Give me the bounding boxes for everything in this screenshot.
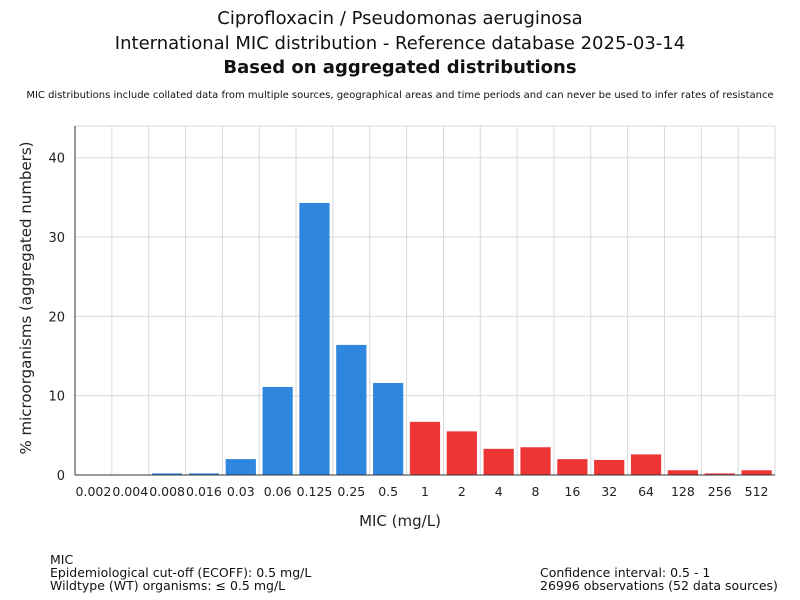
chart-subtitle-bold: Based on aggregated distributions	[223, 57, 577, 78]
x-tick-label: 0.25	[337, 484, 365, 499]
x-tick-label: 0.5	[378, 484, 398, 499]
bar-0.016	[188, 473, 220, 475]
bar-0.03	[225, 459, 256, 475]
x-tick-label: 256	[708, 484, 732, 499]
x-tick-labels: 0.002 0.004 0.008 0.016 0.03 0.06 0.125 0.25 0.5…	[76, 484, 769, 499]
x-tick-label: 512	[745, 484, 769, 499]
bar-256	[704, 473, 735, 475]
chart-subtitle: International MIC distribution - Referen…	[114, 33, 686, 54]
x-tick-label: 32	[601, 484, 617, 499]
footer-wildtype: Wildtype (WT) organisms: ≤ 0.5 mg/L	[50, 578, 286, 593]
bar-64	[630, 454, 662, 475]
chart-title: Ciprofloxacin / Pseudomonas aeruginosa	[217, 8, 583, 29]
x-tick-label: 0.03	[227, 484, 255, 499]
x-tick-label: 0.016	[186, 484, 222, 499]
footer-right: Confidence interval: 0.5 - 1 26996 obser…	[540, 566, 778, 592]
x-tick-label: 1	[421, 484, 429, 499]
x-tick-label: 16	[564, 484, 580, 499]
y-tick-label: 30	[48, 231, 65, 246]
y-tick-label: 0	[57, 469, 65, 484]
bar-8	[520, 447, 551, 475]
bar-0.125	[299, 202, 330, 475]
x-tick-label: 0.004	[112, 484, 148, 499]
bar-0.06	[262, 386, 293, 475]
y-tick-label: 40	[48, 152, 65, 167]
grid-lines	[74, 125, 776, 476]
bar-0.5	[373, 382, 404, 475]
x-tick-label: 0.125	[297, 484, 333, 499]
axes	[74, 126, 775, 476]
x-tick-label: 2	[458, 484, 466, 499]
bar-32	[594, 459, 625, 475]
footer-confidence: Confidence interval: 0.5 - 1	[540, 565, 711, 580]
bar-4	[483, 448, 514, 475]
bar-128	[667, 470, 698, 475]
bar-0.25	[336, 344, 367, 475]
chart-note: MIC distributions include collated data …	[26, 90, 774, 101]
bar-16	[557, 459, 588, 475]
x-tick-label: 0.06	[264, 484, 292, 499]
bar-0.008	[152, 473, 183, 475]
footer-observations: 26996 observations (52 data sources)	[540, 578, 778, 593]
x-tick-label: 0.008	[149, 484, 185, 499]
footer-mic: MIC	[50, 552, 74, 567]
y-tick-labels: 0 10 20 30 40	[48, 152, 65, 484]
y-axis-label: % microorganisms (aggregated numbers)	[17, 141, 35, 454]
x-tick-label: 8	[532, 484, 540, 499]
x-tick-label: 4	[495, 484, 503, 499]
x-axis-label: MIC (mg/L)	[359, 512, 441, 530]
y-tick-label: 10	[48, 390, 65, 405]
footer-ecoff: Epidemiological cut-off (ECOFF): 0.5 mg/…	[50, 565, 312, 580]
bars	[78, 202, 772, 476]
bar-512	[741, 470, 772, 475]
x-tick-label: 0.002	[76, 484, 112, 499]
x-tick-label: 64	[638, 484, 654, 499]
x-tick-label: 128	[671, 484, 695, 499]
y-tick-label: 20	[48, 310, 65, 325]
footer-left: MIC Epidemiological cut-off (ECOFF): 0.5…	[50, 553, 311, 592]
bar-1	[409, 421, 441, 475]
bar-2	[446, 431, 477, 475]
